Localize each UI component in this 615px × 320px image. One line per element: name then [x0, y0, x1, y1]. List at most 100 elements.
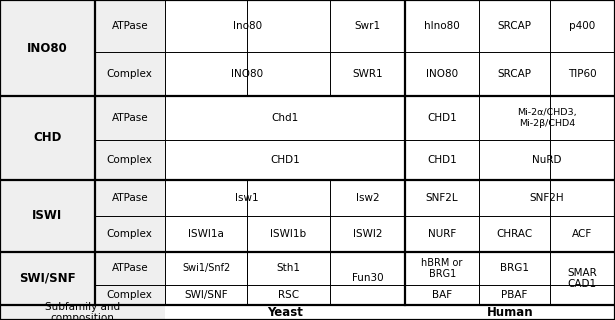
Bar	[330, 216, 405, 252]
Bar	[405, 285, 479, 305]
Text: Complex: Complex	[107, 69, 153, 79]
Text: NURF: NURF	[428, 229, 456, 239]
Text: Complex: Complex	[107, 290, 153, 300]
Bar	[479, 252, 550, 285]
Text: ISWI2: ISWI2	[353, 229, 382, 239]
Text: Subfamily and
composition: Subfamily and composition	[45, 302, 120, 320]
Text: hBRM or
BRG1: hBRM or BRG1	[421, 258, 463, 279]
Text: Fun30: Fun30	[352, 273, 383, 284]
Bar	[95, 285, 165, 305]
Text: Isw1: Isw1	[236, 193, 259, 203]
Bar	[479, 216, 550, 252]
Bar	[247, 252, 330, 285]
Bar	[479, 180, 615, 216]
Text: SWI/SNF: SWI/SNF	[184, 290, 228, 300]
Text: INO80: INO80	[231, 69, 263, 79]
Text: ISWI1a: ISWI1a	[188, 229, 224, 239]
Text: INO80: INO80	[27, 42, 68, 54]
Text: TIP60: TIP60	[568, 69, 597, 79]
Bar	[550, 52, 615, 96]
Bar	[165, 140, 405, 180]
Bar	[405, 252, 479, 285]
Bar	[479, 0, 550, 52]
Bar	[165, 0, 330, 52]
Text: Swi1/Snf2: Swi1/Snf2	[182, 263, 230, 274]
Bar	[165, 180, 330, 216]
Text: INO80: INO80	[426, 69, 458, 79]
Text: SMAR
CAD1: SMAR CAD1	[568, 268, 597, 289]
Text: Human: Human	[487, 306, 533, 319]
Text: SWR1: SWR1	[352, 69, 383, 79]
Text: Yeast: Yeast	[267, 306, 303, 319]
Text: SNF2L: SNF2L	[426, 193, 459, 203]
Text: SRCAP: SRCAP	[498, 69, 531, 79]
Bar	[0, 180, 95, 252]
Bar	[95, 52, 165, 96]
Text: p400: p400	[569, 21, 595, 31]
Bar	[95, 140, 165, 180]
Text: Swr1: Swr1	[354, 21, 381, 31]
Text: RSC: RSC	[278, 290, 299, 300]
Bar	[95, 0, 165, 52]
Bar	[550, 216, 615, 252]
Bar	[165, 216, 247, 252]
Text: Ino80: Ino80	[232, 21, 262, 31]
Text: ATPase: ATPase	[111, 263, 148, 274]
Bar	[165, 96, 405, 140]
Bar	[95, 96, 165, 140]
Bar	[165, 52, 330, 96]
Bar	[405, 216, 479, 252]
Bar	[165, 305, 405, 320]
Bar	[0, 305, 165, 320]
Text: BAF: BAF	[432, 290, 452, 300]
Bar	[0, 96, 95, 180]
Text: Sth1: Sth1	[276, 263, 301, 274]
Text: ATPase: ATPase	[111, 21, 148, 31]
Bar	[0, 0, 95, 96]
Bar	[330, 0, 405, 52]
Bar	[405, 180, 479, 216]
Bar	[330, 52, 405, 96]
Text: CHRAC: CHRAC	[496, 229, 533, 239]
Text: SNF2H: SNF2H	[530, 193, 565, 203]
Bar	[0, 252, 95, 305]
Bar	[247, 285, 330, 305]
Text: Complex: Complex	[107, 229, 153, 239]
Text: CHD1: CHD1	[427, 155, 457, 165]
Bar	[95, 216, 165, 252]
Bar	[95, 252, 165, 285]
Text: BRG1: BRG1	[500, 263, 529, 274]
Text: CHD1: CHD1	[270, 155, 300, 165]
Bar	[330, 252, 405, 305]
Text: ATPase: ATPase	[111, 113, 148, 123]
Bar	[165, 285, 247, 305]
Text: ATPase: ATPase	[111, 193, 148, 203]
Bar	[479, 52, 550, 96]
Text: ISWI: ISWI	[32, 209, 63, 222]
Bar	[330, 180, 405, 216]
Text: CHD: CHD	[33, 132, 62, 144]
Bar	[405, 96, 479, 140]
Bar	[165, 252, 247, 285]
Bar	[550, 0, 615, 52]
Bar	[550, 252, 615, 305]
Text: Mi-2α/CHD3,
Mi-2β/CHD4: Mi-2α/CHD3, Mi-2β/CHD4	[517, 108, 577, 128]
Text: hIno80: hIno80	[424, 21, 460, 31]
Bar	[479, 96, 615, 140]
Bar	[95, 180, 165, 216]
Text: PBAF: PBAF	[501, 290, 528, 300]
Text: Complex: Complex	[107, 155, 153, 165]
Bar	[479, 285, 550, 305]
Text: CHD1: CHD1	[427, 113, 457, 123]
Bar	[405, 305, 615, 320]
Text: SWI/SNF: SWI/SNF	[19, 272, 76, 285]
Bar	[247, 216, 330, 252]
Text: Chd1: Chd1	[271, 113, 299, 123]
Bar	[479, 140, 615, 180]
Text: ISWI1b: ISWI1b	[271, 229, 306, 239]
Bar	[405, 52, 479, 96]
Bar	[405, 140, 479, 180]
Text: SRCAP: SRCAP	[498, 21, 531, 31]
Bar	[405, 0, 479, 52]
Text: NuRD: NuRD	[533, 155, 561, 165]
